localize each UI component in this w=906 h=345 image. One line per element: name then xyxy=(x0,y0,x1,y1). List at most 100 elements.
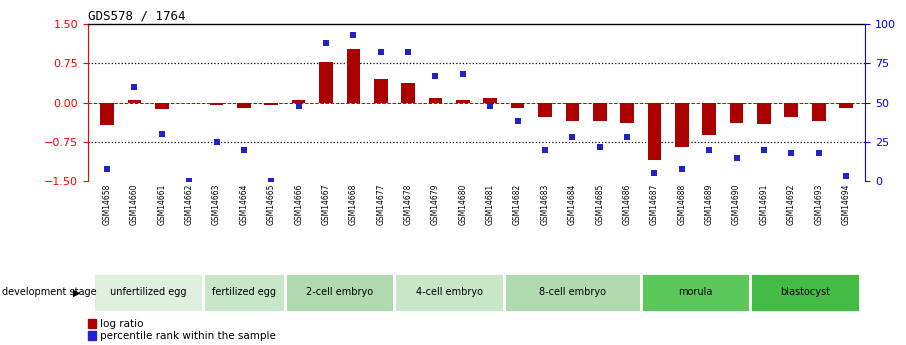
Text: GSM14667: GSM14667 xyxy=(322,184,331,225)
Text: GSM14680: GSM14680 xyxy=(458,184,467,225)
Bar xyxy=(401,83,415,103)
Text: GSM14689: GSM14689 xyxy=(705,184,714,225)
Point xyxy=(182,178,197,184)
Point xyxy=(319,40,333,46)
Text: GSM14686: GSM14686 xyxy=(622,184,631,225)
Bar xyxy=(155,103,169,109)
Point xyxy=(510,119,525,124)
Bar xyxy=(88,331,96,340)
Point xyxy=(292,103,306,109)
Point xyxy=(346,32,361,38)
Bar xyxy=(346,49,361,103)
Bar xyxy=(265,103,278,105)
Text: GSM14677: GSM14677 xyxy=(376,184,385,225)
Bar xyxy=(504,273,641,312)
Text: GSM14691: GSM14691 xyxy=(759,184,768,225)
Text: GSM14658: GSM14658 xyxy=(102,184,111,225)
Point xyxy=(593,144,607,149)
Text: 4-cell embryo: 4-cell embryo xyxy=(416,287,483,297)
Bar xyxy=(750,273,860,312)
Bar xyxy=(593,103,607,121)
Bar xyxy=(292,100,305,103)
Text: GSM14694: GSM14694 xyxy=(842,184,851,225)
Point xyxy=(620,135,634,140)
Bar xyxy=(729,103,744,122)
Point xyxy=(373,50,388,55)
Bar xyxy=(209,103,224,105)
Text: blastocyst: blastocyst xyxy=(780,287,830,297)
Point xyxy=(812,150,826,156)
Text: GSM14684: GSM14684 xyxy=(568,184,577,225)
Text: GSM14660: GSM14660 xyxy=(130,184,139,225)
Text: morula: morula xyxy=(679,287,713,297)
Bar xyxy=(757,103,771,124)
Text: GSM14693: GSM14693 xyxy=(814,184,824,225)
Bar xyxy=(374,79,388,103)
Text: GSM14663: GSM14663 xyxy=(212,184,221,225)
Text: GSM14662: GSM14662 xyxy=(185,184,194,225)
Point xyxy=(565,135,580,140)
Text: GDS578 / 1764: GDS578 / 1764 xyxy=(88,10,186,23)
Point xyxy=(100,166,114,171)
Text: ▶: ▶ xyxy=(73,287,81,297)
Bar xyxy=(101,103,114,125)
Point xyxy=(400,50,415,55)
Bar xyxy=(511,103,525,108)
Text: development stage: development stage xyxy=(2,287,96,297)
Text: percentile rank within the sample: percentile rank within the sample xyxy=(101,331,276,341)
Bar xyxy=(565,103,579,121)
Text: log ratio: log ratio xyxy=(101,319,144,329)
Text: GSM14678: GSM14678 xyxy=(404,184,412,225)
Text: GSM14685: GSM14685 xyxy=(595,184,604,225)
Text: unfertilized egg: unfertilized egg xyxy=(110,287,187,297)
Point xyxy=(127,84,141,90)
Text: GSM14681: GSM14681 xyxy=(486,184,495,225)
Bar xyxy=(484,98,497,103)
Point xyxy=(757,147,771,152)
Text: GSM14661: GSM14661 xyxy=(158,184,167,225)
Text: GSM14679: GSM14679 xyxy=(431,184,440,225)
Bar xyxy=(319,62,333,103)
Bar xyxy=(839,103,853,108)
Text: 8-cell embryo: 8-cell embryo xyxy=(539,287,606,297)
Bar xyxy=(429,98,442,103)
Bar xyxy=(675,103,689,147)
Text: GSM14687: GSM14687 xyxy=(650,184,659,225)
Bar xyxy=(641,273,750,312)
Text: GSM14690: GSM14690 xyxy=(732,184,741,225)
Text: GSM14682: GSM14682 xyxy=(513,184,522,225)
Text: GSM14683: GSM14683 xyxy=(541,184,549,225)
Point xyxy=(784,150,798,156)
Bar xyxy=(648,103,661,160)
Point xyxy=(483,103,497,109)
Bar xyxy=(88,319,96,328)
Bar xyxy=(285,273,394,312)
Text: 2-cell embryo: 2-cell embryo xyxy=(306,287,373,297)
Text: GSM14666: GSM14666 xyxy=(294,184,304,225)
Point xyxy=(155,131,169,137)
Bar xyxy=(621,103,634,122)
Bar xyxy=(702,103,716,135)
Point xyxy=(702,147,717,152)
Text: GSM14692: GSM14692 xyxy=(786,184,795,225)
Point xyxy=(538,147,553,152)
Point xyxy=(236,147,251,152)
Point xyxy=(839,174,853,179)
Bar xyxy=(538,103,552,117)
Point xyxy=(729,155,744,160)
Point xyxy=(429,73,443,79)
Point xyxy=(456,72,470,77)
Text: GSM14665: GSM14665 xyxy=(266,184,275,225)
Text: GSM14668: GSM14668 xyxy=(349,184,358,225)
Point xyxy=(675,166,689,171)
Text: fertilized egg: fertilized egg xyxy=(212,287,276,297)
Bar xyxy=(128,100,141,103)
Bar xyxy=(203,273,285,312)
Bar xyxy=(394,273,504,312)
Text: GSM14688: GSM14688 xyxy=(678,184,687,225)
Bar xyxy=(93,273,203,312)
Point xyxy=(209,139,224,145)
Bar xyxy=(785,103,798,117)
Bar xyxy=(237,103,251,108)
Text: GSM14664: GSM14664 xyxy=(239,184,248,225)
